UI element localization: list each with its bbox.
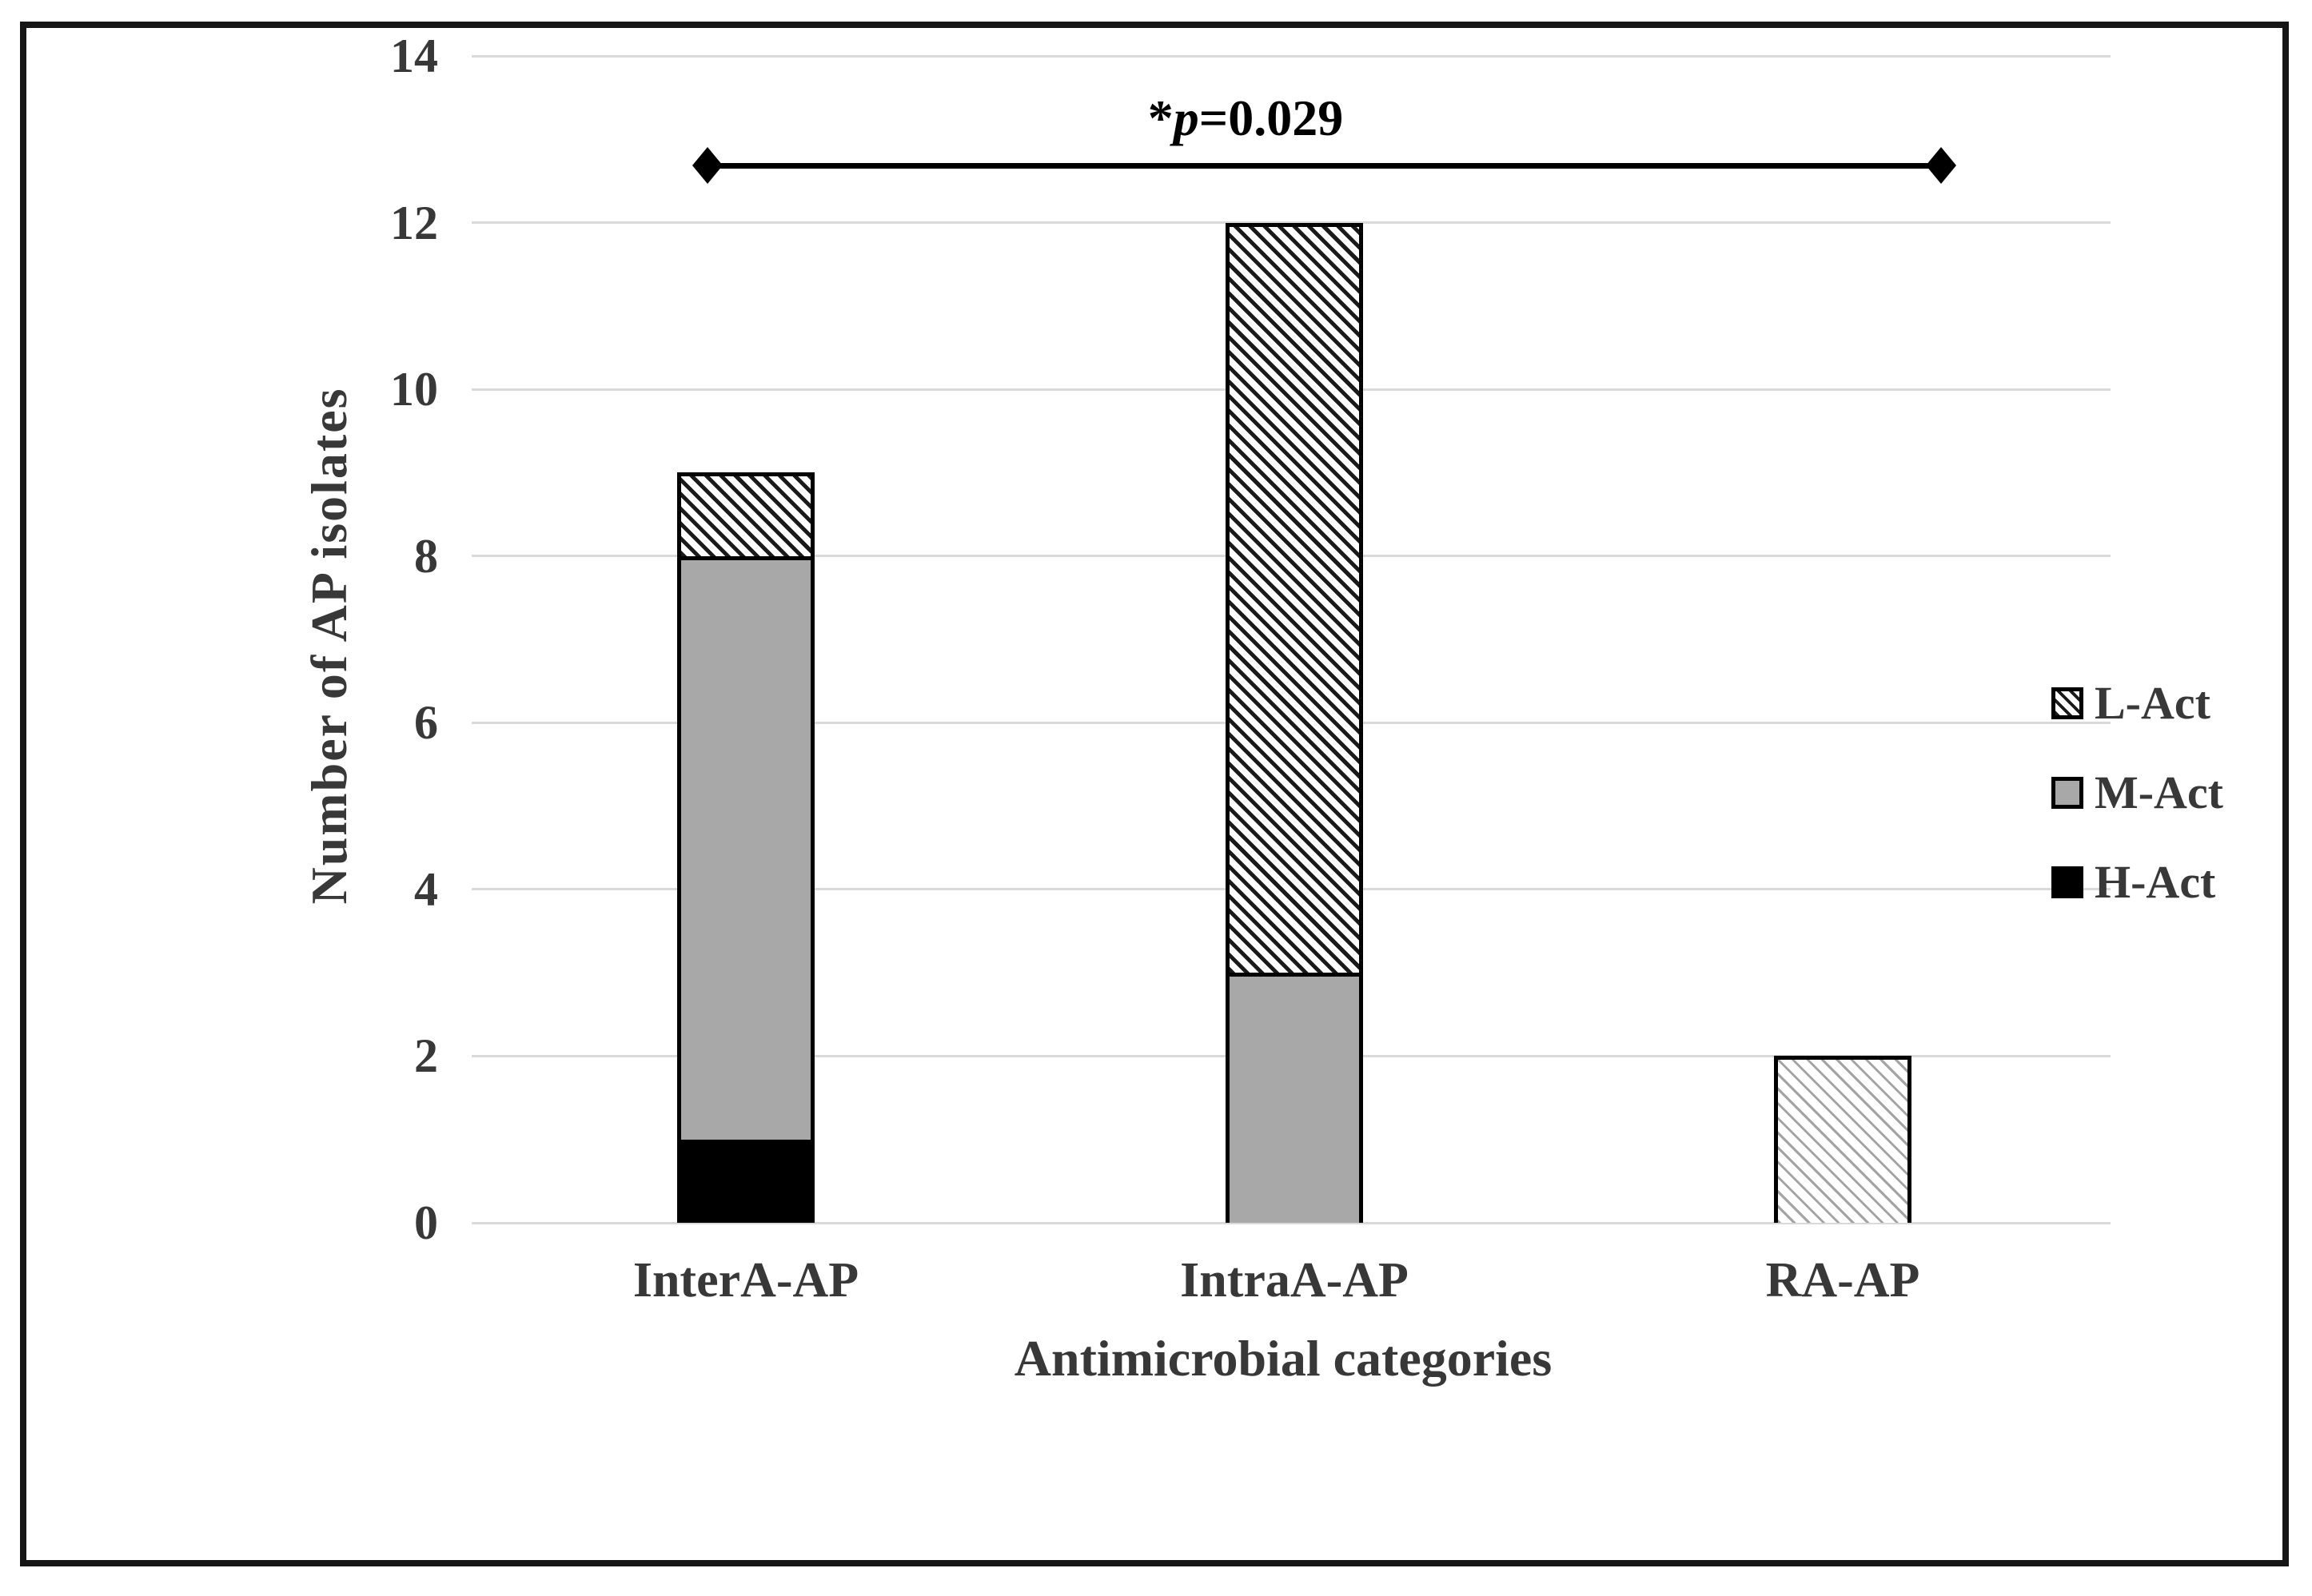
y-tick-label-8: 8 bbox=[414, 529, 438, 583]
significance-line bbox=[708, 163, 1941, 169]
p-value-rest: =0.029 bbox=[1198, 90, 1344, 146]
x-axis-title: Antimicrobial categories bbox=[1014, 1330, 1553, 1387]
legend-swatch-gray-icon bbox=[2051, 777, 2083, 809]
bar-segment-IntraA-AP-L-Act bbox=[1226, 222, 1363, 973]
figure-border bbox=[20, 22, 2289, 1566]
p-value-variable: p bbox=[1173, 90, 1199, 146]
legend-item-m-act: M-Act bbox=[2051, 770, 2223, 816]
legend-swatch-black-icon bbox=[2051, 866, 2083, 898]
legend-label: H-Act bbox=[2095, 856, 2216, 908]
category-label-IntraA-AP: IntraA-AP bbox=[1180, 1253, 1409, 1307]
bar-segment-RA-AP-L-Act bbox=[1774, 1056, 1911, 1223]
bar-segment-InterA-AP-M-Act bbox=[677, 555, 815, 1140]
p-value-star: * bbox=[1147, 90, 1174, 146]
legend-item-h-act: H-Act bbox=[2051, 859, 2215, 905]
category-label-RA-AP: RA-AP bbox=[1765, 1253, 1920, 1307]
bar-segment-InterA-AP-H-Act bbox=[677, 1139, 815, 1223]
y-tick-label-0: 0 bbox=[414, 1196, 438, 1249]
gridline-14 bbox=[472, 54, 2111, 58]
y-tick-label-2: 2 bbox=[414, 1029, 438, 1083]
p-value-label: *p=0.029 bbox=[1148, 93, 1343, 144]
y-tick-label-6: 6 bbox=[414, 696, 438, 750]
legend-item-l-act: L-Act bbox=[2051, 680, 2210, 726]
bar-segment-IntraA-AP-M-Act bbox=[1226, 973, 1363, 1223]
legend-swatch-hatch-icon bbox=[2051, 687, 2083, 719]
bar-segment-InterA-AP-L-Act bbox=[677, 472, 815, 556]
gridline-0 bbox=[472, 1221, 2111, 1224]
legend-label: M-Act bbox=[2095, 766, 2224, 818]
y-tick-label-10: 10 bbox=[390, 363, 438, 416]
y-tick-label-4: 4 bbox=[414, 862, 438, 916]
y-tick-label-12: 12 bbox=[390, 196, 438, 249]
category-label-InterA-AP: InterA-AP bbox=[632, 1253, 859, 1307]
y-axis-title: Number of AP isolates bbox=[301, 387, 357, 905]
legend-label: L-Act bbox=[2095, 677, 2210, 729]
y-tick-label-14: 14 bbox=[390, 30, 438, 82]
